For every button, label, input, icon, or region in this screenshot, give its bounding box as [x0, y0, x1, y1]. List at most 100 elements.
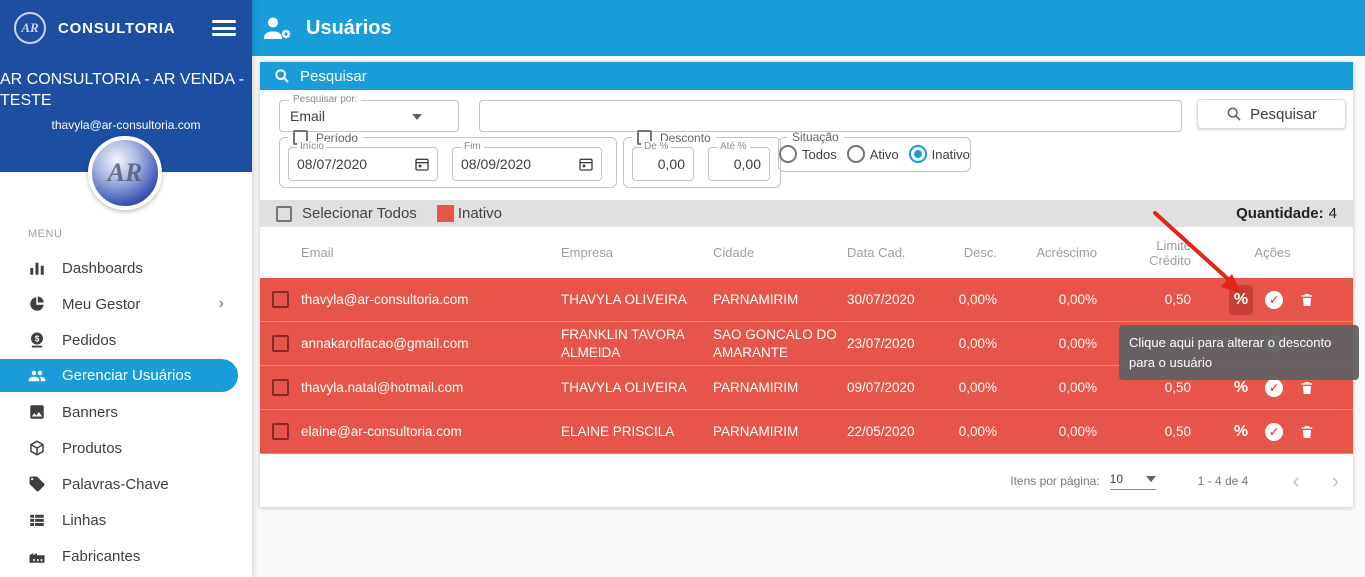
percent-icon: % [1233, 422, 1249, 440]
trash-icon [1301, 425, 1313, 438]
discount-label: Desconto [660, 130, 711, 145]
sidebar-item-label: Produtos [62, 439, 123, 457]
search-button-label: Pesquisar [1250, 105, 1317, 123]
discount-from-field[interactable]: De % 0,00 [632, 141, 694, 181]
search-section-title: Pesquisar [300, 67, 367, 85]
items-per-page-select[interactable]: 10 [1109, 472, 1156, 490]
search-icon [275, 69, 289, 83]
select-all-checkbox[interactable] [276, 205, 292, 222]
status-fieldset: Situação Todos Ativo Inativo [778, 130, 971, 172]
status-radio-ativo[interactable] [846, 145, 865, 163]
discount-to-field[interactable]: Até % 0,00 [708, 141, 770, 181]
period-end-label: Fim [461, 141, 484, 152]
cell-cidade: PARNAMIRIM [713, 291, 799, 307]
cell-acrescimo: 0,00% [1058, 380, 1097, 395]
avatar[interactable]: AR [88, 136, 162, 210]
table-row[interactable]: thavyla@ar-consultoria.com THAVYLA OLIVE… [260, 278, 1353, 322]
activate-action-button[interactable]: ✓ [1262, 373, 1286, 403]
sidebar-item-gerenciar-usuarios[interactable]: Gerenciar Usuários [0, 359, 238, 392]
money-icon: $ [28, 331, 46, 349]
discount-to-value: 0,00 [733, 156, 761, 172]
column-header-cidade: Cidade [713, 245, 755, 260]
period-end-field[interactable]: Fim 08/09/2020 [452, 141, 602, 181]
cell-data-cad: 23/07/2020 [847, 336, 915, 351]
list-icon [28, 511, 46, 529]
cell-email: elaine@ar-consultoria.com [301, 424, 462, 439]
select-all-bar: Selecionar Todos Inativo Quantidade: 4 [260, 200, 1353, 227]
table-row[interactable]: elaine@ar-consultoria.com ELAINE PRISCIL… [260, 410, 1353, 454]
search-query-input[interactable] [480, 101, 1181, 131]
calendar-icon[interactable] [414, 156, 430, 172]
brand-logo-icon: AR [14, 12, 46, 44]
brand-name: CONSULTORIA [58, 19, 176, 37]
row-checkbox[interactable] [272, 423, 289, 440]
bar-chart-icon [28, 259, 46, 277]
cell-acrescimo: 0,00% [1058, 424, 1097, 439]
sidebar-item-pedidos[interactable]: $ Pedidos [0, 322, 252, 358]
column-header-acrescimo: Acréscimo [1036, 245, 1097, 260]
delete-action-button[interactable] [1295, 285, 1319, 315]
cell-desc: 0,00% [958, 380, 997, 395]
activate-action-button[interactable]: ✓ [1262, 285, 1286, 315]
hamburger-menu-icon[interactable] [212, 20, 236, 36]
cell-limite: 0,50 [1164, 292, 1191, 307]
discount-action-button[interactable]: % [1229, 417, 1253, 447]
search-by-select[interactable]: Pesquisar por: Email [279, 94, 459, 132]
discount-tooltip: Clique aqui para alterar o desconto para… [1119, 325, 1359, 380]
sidebar-item-banners[interactable]: Banners [0, 394, 252, 430]
discount-fieldset: Desconto De % 0,00 Até % 0,00 [623, 130, 781, 188]
next-page-button[interactable]: › [1331, 467, 1339, 493]
period-start-field[interactable]: Início 08/07/2020 [288, 141, 438, 181]
status-radio-inativo[interactable] [908, 145, 927, 163]
cell-limite: 0,50 [1164, 424, 1191, 439]
cell-empresa: THAVYLA OLIVEIRA [561, 379, 687, 395]
percent-icon: % [1233, 378, 1249, 396]
sidebar-item-produtos[interactable]: Produtos [0, 430, 252, 466]
menu-section-label: MENU [28, 228, 63, 240]
period-fieldset: Período Início 08/07/2020 Fim 08/09/2020 [279, 130, 617, 188]
sidebar-item-palavras-chave[interactable]: Palavras-Chave [0, 466, 252, 502]
check-circle-icon: ✓ [1265, 290, 1283, 309]
status-radio-todos[interactable] [779, 145, 797, 163]
delete-action-button[interactable] [1295, 373, 1319, 403]
tag-icon [28, 475, 46, 493]
sidebar-item-label: Gerenciar Usuários [62, 367, 192, 384]
account-name: AR CONSULTORIA - AR VENDA - TESTE [0, 71, 244, 109]
sidebar-item-dashboards[interactable]: Dashboards [0, 250, 252, 286]
cell-data-cad: 09/07/2020 [847, 380, 915, 395]
cell-cidade: PARNAMIRIM [713, 379, 799, 395]
activate-action-button[interactable]: ✓ [1262, 417, 1286, 447]
users-icon [28, 367, 46, 385]
check-circle-icon: ✓ [1265, 422, 1283, 441]
main-content: Usuários Pesquisar Pesquisar por: Email … [252, 0, 1365, 577]
sidebar-item-label: Meu Gestor [62, 295, 141, 313]
cell-data-cad: 22/05/2020 [847, 424, 915, 439]
quantity-text: Quantidade: 4 [1236, 205, 1337, 222]
cell-limite: 0,50 [1164, 380, 1191, 395]
search-icon [1227, 107, 1241, 121]
column-header-acoes: Ações [1254, 245, 1291, 260]
caret-down-icon [412, 114, 422, 120]
row-checkbox[interactable] [272, 379, 289, 396]
sidebar-item-linhas[interactable]: Linhas [0, 502, 252, 538]
sidebar-item-meu-gestor[interactable]: Meu Gestor › [0, 286, 252, 322]
column-header-desc: Desc. [963, 245, 997, 260]
discount-action-button[interactable]: % [1229, 373, 1253, 403]
calendar-icon[interactable] [578, 156, 594, 172]
sidebar: AR CONSULTORIA AR CONSULTORIA - AR VENDA… [0, 0, 252, 577]
row-checkbox[interactable] [272, 291, 289, 308]
delete-action-button[interactable] [1295, 417, 1319, 447]
previous-page-button[interactable]: ‹ [1292, 467, 1300, 493]
column-header-email: Email [301, 245, 334, 260]
row-checkbox[interactable] [272, 335, 289, 352]
discount-action-button[interactable]: % [1229, 284, 1253, 315]
table-footer: Itens por página: 10 1 - 4 de 4 ‹ › [260, 454, 1353, 507]
column-header-data-cad: Data Cad. [847, 245, 906, 260]
status-label: Situação [792, 130, 839, 144]
sidebar-item-fabricantes[interactable]: Fabricantes [0, 538, 252, 574]
cell-desc: 0,00% [958, 336, 997, 351]
search-button[interactable]: Pesquisar [1197, 99, 1346, 129]
status-option-label: Ativo [869, 146, 899, 162]
trash-icon [1301, 381, 1313, 394]
inactive-legend-label: Inativo [457, 205, 503, 222]
